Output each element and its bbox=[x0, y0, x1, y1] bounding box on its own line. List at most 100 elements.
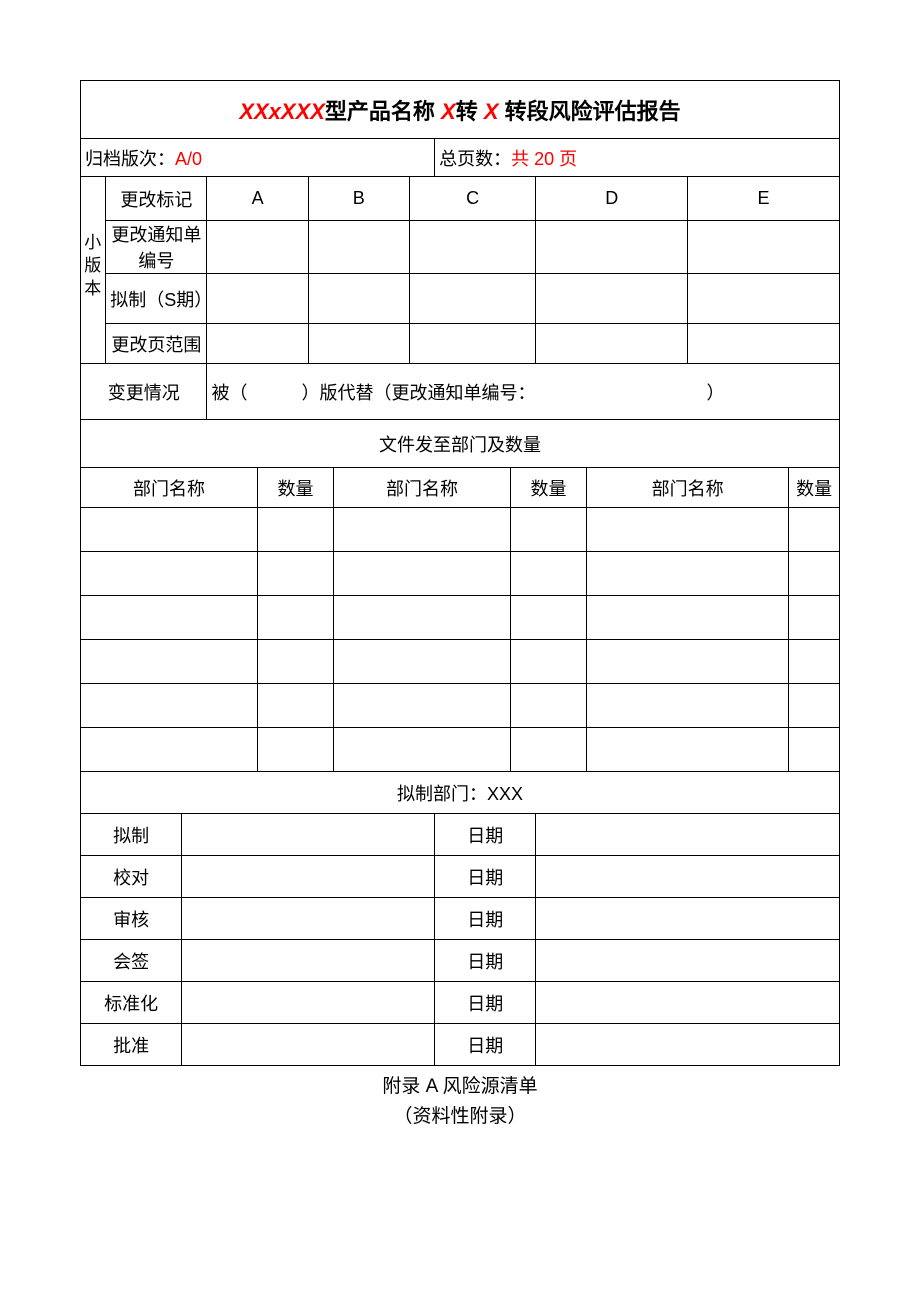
minor-cell bbox=[688, 274, 840, 324]
dist-cell bbox=[789, 508, 840, 552]
minor-version-side: 小版本 bbox=[81, 177, 106, 364]
minor-cell bbox=[308, 274, 409, 324]
dist-dept-label-3: 部门名称 bbox=[586, 468, 788, 508]
dist-cell bbox=[333, 508, 510, 552]
dist-cell bbox=[511, 596, 587, 640]
pages-cell: 总页数：共 20 页 bbox=[435, 139, 840, 177]
date-label-1: 日期 bbox=[435, 856, 536, 898]
dist-cell bbox=[586, 596, 788, 640]
dist-cell bbox=[511, 640, 587, 684]
minor-version-side-label: 小版本 bbox=[83, 233, 103, 302]
minor-cell bbox=[308, 324, 409, 364]
document-page: XXxXXX型产品名称 X转 X 转段风险评估报告 归档版次：A/0 总页数：共… bbox=[80, 80, 840, 1133]
dist-cell bbox=[586, 552, 788, 596]
report-title: XXxXXX型产品名称 X转 X 转段风险评估报告 bbox=[81, 81, 840, 139]
dist-cell bbox=[333, 684, 510, 728]
minor-cell bbox=[536, 221, 688, 274]
dist-cell bbox=[333, 552, 510, 596]
title-seg2: 转 bbox=[456, 99, 478, 124]
role-1: 校对 bbox=[81, 856, 182, 898]
pages-label: 总页数： bbox=[439, 149, 511, 169]
title-x2: X bbox=[478, 99, 505, 124]
minor-cell bbox=[688, 324, 840, 364]
date-label-2: 日期 bbox=[435, 898, 536, 940]
dist-cell bbox=[81, 684, 258, 728]
title-x1: X bbox=[435, 99, 456, 124]
dist-cell bbox=[258, 684, 334, 728]
dist-cell bbox=[81, 728, 258, 772]
date-label-5: 日期 bbox=[435, 1024, 536, 1066]
title-prefix: XXxXXX bbox=[239, 99, 325, 124]
date-label-3: 日期 bbox=[435, 940, 536, 982]
dist-cell bbox=[586, 640, 788, 684]
minor-row-0-label: 更改标记 bbox=[106, 177, 207, 221]
dist-cell bbox=[258, 552, 334, 596]
dist-cell bbox=[586, 508, 788, 552]
dist-cell bbox=[586, 728, 788, 772]
dist-cell bbox=[333, 596, 510, 640]
change-label: 变更情况 bbox=[81, 364, 207, 420]
dist-dept-label-2: 部门名称 bbox=[333, 468, 510, 508]
appendix-line-1: 附录 A 风险源清单 bbox=[80, 1072, 840, 1102]
title-seg3: 转段风险评估报告 bbox=[505, 99, 681, 124]
dist-cell bbox=[81, 508, 258, 552]
archive-cell: 归档版次：A/0 bbox=[81, 139, 435, 177]
signoff-cell bbox=[182, 982, 435, 1024]
role-0: 拟制 bbox=[81, 814, 182, 856]
dist-cell bbox=[511, 728, 587, 772]
minor-cell bbox=[688, 221, 840, 274]
minor-cell bbox=[536, 274, 688, 324]
minor-row-1-label: 更改通知单编号 bbox=[106, 221, 207, 274]
dist-cell bbox=[789, 596, 840, 640]
minor-col-E: E bbox=[688, 177, 840, 221]
appendix-line-2: （资料性附录） bbox=[80, 1102, 840, 1132]
dist-qty-label-1: 数量 bbox=[258, 468, 334, 508]
minor-col-B: B bbox=[308, 177, 409, 221]
drafting-dept-line: 拟制部门：XXX bbox=[81, 772, 840, 814]
minor-col-D: D bbox=[536, 177, 688, 221]
form-table: XXxXXX型产品名称 X转 X 转段风险评估报告 归档版次：A/0 总页数：共… bbox=[80, 80, 840, 1066]
dist-cell bbox=[258, 640, 334, 684]
dist-cell bbox=[789, 728, 840, 772]
role-3: 会签 bbox=[81, 940, 182, 982]
dist-cell bbox=[81, 596, 258, 640]
dist-cell bbox=[586, 684, 788, 728]
signoff-cell bbox=[536, 856, 840, 898]
dist-cell bbox=[81, 552, 258, 596]
minor-col-C: C bbox=[409, 177, 535, 221]
archive-value: A/0 bbox=[175, 149, 202, 169]
signoff-cell bbox=[536, 940, 840, 982]
signoff-cell bbox=[536, 1024, 840, 1066]
minor-col-A: A bbox=[207, 177, 308, 221]
signoff-cell bbox=[182, 898, 435, 940]
role-2: 审核 bbox=[81, 898, 182, 940]
minor-cell bbox=[207, 274, 308, 324]
signoff-cell bbox=[182, 814, 435, 856]
date-label-0: 日期 bbox=[435, 814, 536, 856]
minor-row-3-label: 更改页范围 bbox=[106, 324, 207, 364]
dist-cell bbox=[789, 640, 840, 684]
dist-cell bbox=[333, 640, 510, 684]
dist-cell bbox=[511, 684, 587, 728]
signoff-cell bbox=[182, 940, 435, 982]
minor-row-2-label: 拟制（S期） bbox=[106, 274, 207, 324]
dist-cell bbox=[333, 728, 510, 772]
role-4: 标准化 bbox=[81, 982, 182, 1024]
distribution-title: 文件发至部门及数量 bbox=[81, 420, 840, 468]
minor-cell bbox=[207, 221, 308, 274]
archive-label: 归档版次： bbox=[85, 149, 175, 169]
minor-cell bbox=[308, 221, 409, 274]
role-5: 批准 bbox=[81, 1024, 182, 1066]
minor-cell bbox=[409, 324, 535, 364]
dist-qty-label-3: 数量 bbox=[789, 468, 840, 508]
signoff-cell bbox=[536, 982, 840, 1024]
signoff-cell bbox=[536, 814, 840, 856]
change-text: 被（ ）版代替（更改通知单编号： ） bbox=[207, 364, 840, 420]
dist-cell bbox=[789, 552, 840, 596]
dist-cell bbox=[511, 508, 587, 552]
dist-dept-label-1: 部门名称 bbox=[81, 468, 258, 508]
dist-cell bbox=[81, 640, 258, 684]
minor-cell bbox=[409, 221, 535, 274]
date-label-4: 日期 bbox=[435, 982, 536, 1024]
minor-cell bbox=[409, 274, 535, 324]
